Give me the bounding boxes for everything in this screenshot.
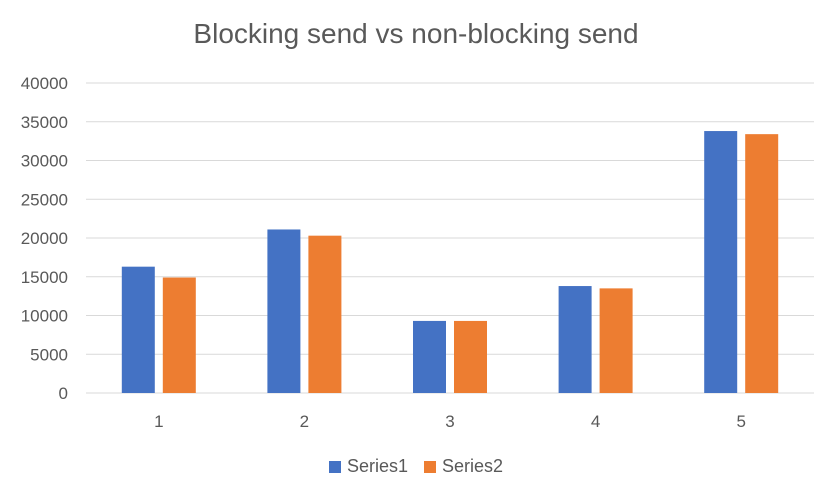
x-tick-label: 5 [736,412,745,431]
bar-series1-5 [704,131,738,394]
y-tick-label: 10000 [21,307,68,326]
bar-series1-3 [413,320,446,393]
x-tick-label: 3 [445,412,454,431]
y-tick-label: 5000 [30,345,68,364]
y-tick-label: 35000 [21,113,68,132]
bars [121,131,779,394]
bar-series2-5 [745,134,779,393]
legend-item: Series1 [328,456,408,477]
legend-item: Series2 [424,456,503,477]
y-tick-label: 40000 [21,74,68,93]
y-tick-label: 30000 [21,152,68,171]
gridlines [86,82,814,394]
y-tick-label: 15000 [21,268,68,287]
y-tick-label: 0 [59,384,68,403]
bar-series2-3 [454,320,487,393]
bar-series2-1 [162,277,196,393]
bar-series1-2 [267,229,301,393]
legend-swatch [424,460,436,473]
chart-title: Blocking send vs non-blocking send [193,18,639,49]
x-tick-label: 2 [300,412,309,431]
x-tick-label: 4 [591,412,600,431]
bar-series2-2 [308,235,342,393]
bar-series1-4 [558,286,592,393]
legend: Series1 Series2 [0,456,832,477]
y-tick-label: 20000 [21,229,68,248]
legend-swatch [328,460,341,473]
y-tick-label: 25000 [21,190,68,209]
legend-label: Series2 [442,456,504,476]
x-tick-label: 1 [154,412,163,431]
x-axis-tick-labels: 1 2 3 4 5 [154,412,746,431]
legend-label: Series1 [346,456,408,476]
bar-series1-1 [121,266,155,393]
bar-series2-4 [599,288,633,393]
y-axis-tick-labels: 0 5000 10000 15000 20000 25000 30000 35000 40000 [21,74,68,403]
